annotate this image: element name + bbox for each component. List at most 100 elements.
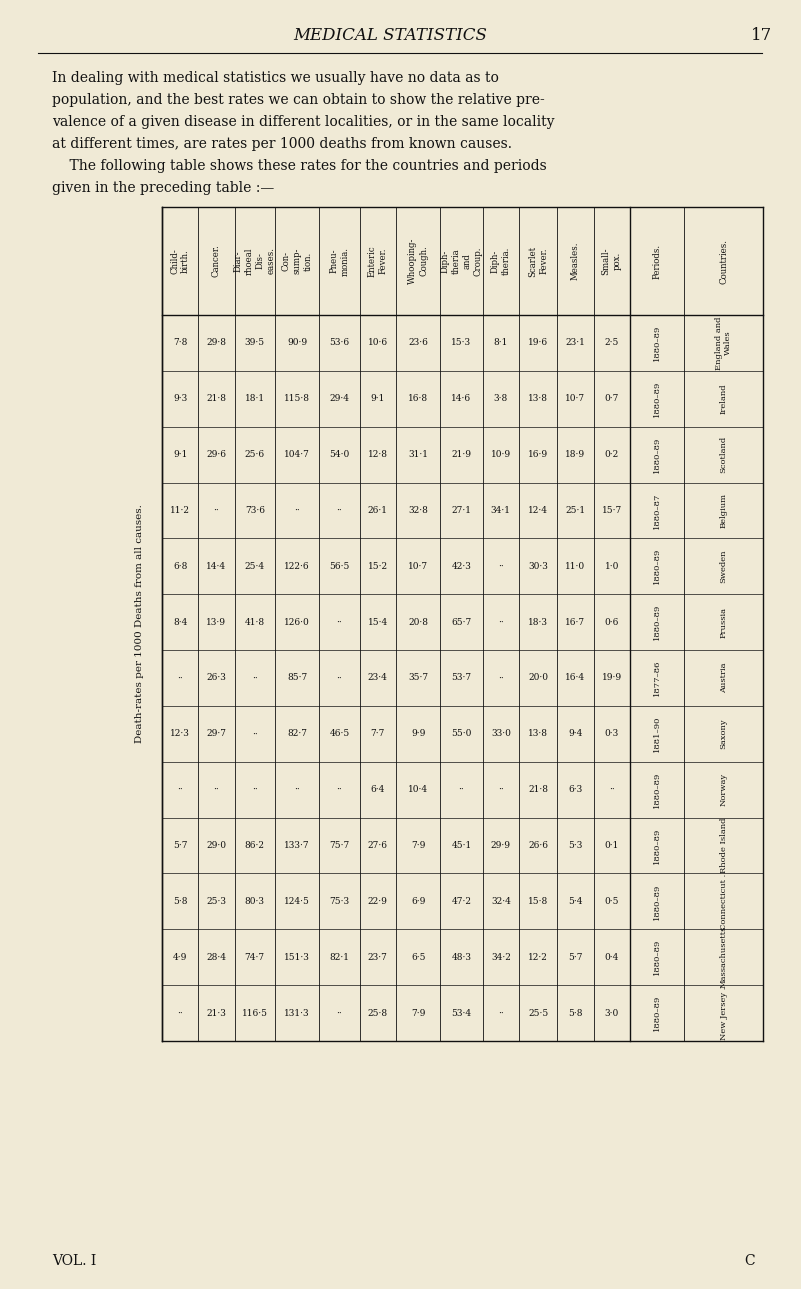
Text: 22·9: 22·9 xyxy=(368,897,388,906)
Text: 0·2: 0·2 xyxy=(605,450,619,459)
Text: In dealing with medical statistics we usually have no data as to: In dealing with medical statistics we us… xyxy=(52,71,499,85)
Text: 12·4: 12·4 xyxy=(528,507,548,516)
Text: 133·7: 133·7 xyxy=(284,840,310,849)
Text: 1880–89: 1880–89 xyxy=(653,883,661,919)
Text: 12·2: 12·2 xyxy=(528,953,548,962)
Text: Austria: Austria xyxy=(719,663,727,693)
Text: 1880–89: 1880–89 xyxy=(653,828,661,864)
Text: VOL. I: VOL. I xyxy=(52,1254,96,1268)
Text: C: C xyxy=(745,1254,755,1268)
Text: 80·3: 80·3 xyxy=(245,897,265,906)
Text: 39·5: 39·5 xyxy=(245,339,265,348)
Text: 15·4: 15·4 xyxy=(368,617,388,626)
Text: 9·9: 9·9 xyxy=(411,730,425,739)
Text: 53·7: 53·7 xyxy=(452,673,472,682)
Text: ··: ·· xyxy=(214,507,219,516)
Text: 20·8: 20·8 xyxy=(409,617,428,626)
Text: 14·6: 14·6 xyxy=(452,394,472,403)
Text: 0·7: 0·7 xyxy=(605,394,619,403)
Text: 7·8: 7·8 xyxy=(173,339,187,348)
Text: Sweden: Sweden xyxy=(719,549,727,583)
Text: Diph-
theria.: Diph- theria. xyxy=(491,246,511,275)
Text: 6·5: 6·5 xyxy=(411,953,425,962)
Text: 1880–89: 1880–89 xyxy=(653,605,661,641)
Text: 9·3: 9·3 xyxy=(173,394,187,403)
Text: 55·0: 55·0 xyxy=(451,730,472,739)
Text: Con-
sump-
tion.: Con- sump- tion. xyxy=(281,247,312,275)
Text: ··: ·· xyxy=(336,673,342,682)
Text: 15·3: 15·3 xyxy=(452,339,472,348)
Text: 1877–86: 1877–86 xyxy=(653,660,661,696)
Text: ··: ·· xyxy=(252,730,258,739)
Text: 23·4: 23·4 xyxy=(368,673,388,682)
Text: Periods.: Periods. xyxy=(653,244,662,278)
Text: population, and the best rates we can obtain to show the relative pre-: population, and the best rates we can ob… xyxy=(52,93,545,107)
Text: 45·1: 45·1 xyxy=(452,840,472,849)
Text: 16·8: 16·8 xyxy=(408,394,429,403)
Text: England and
Wales: England and Wales xyxy=(715,316,732,370)
Text: 16·4: 16·4 xyxy=(566,673,586,682)
Text: 3·8: 3·8 xyxy=(493,394,508,403)
Text: 23·7: 23·7 xyxy=(368,953,388,962)
Text: 34·1: 34·1 xyxy=(491,507,511,516)
Text: 131·3: 131·3 xyxy=(284,1008,310,1017)
Text: ··: ·· xyxy=(214,785,219,794)
Text: 41·8: 41·8 xyxy=(245,617,265,626)
Text: 20·0: 20·0 xyxy=(528,673,548,682)
Text: Scotland: Scotland xyxy=(719,436,727,473)
Text: 25·6: 25·6 xyxy=(245,450,265,459)
Text: 1·0: 1·0 xyxy=(605,562,619,571)
Text: 53·4: 53·4 xyxy=(452,1008,472,1017)
Text: 47·2: 47·2 xyxy=(452,897,472,906)
Text: 6·4: 6·4 xyxy=(371,785,385,794)
Text: 82·1: 82·1 xyxy=(329,953,349,962)
Text: 1880–89: 1880–89 xyxy=(653,325,661,361)
Text: 42·3: 42·3 xyxy=(452,562,472,571)
Text: 35·7: 35·7 xyxy=(408,673,429,682)
Text: 126·0: 126·0 xyxy=(284,617,310,626)
Text: 12·3: 12·3 xyxy=(171,730,190,739)
Text: 19·6: 19·6 xyxy=(528,339,548,348)
Text: Belgium: Belgium xyxy=(719,492,727,528)
Text: 5·4: 5·4 xyxy=(568,897,582,906)
Text: 26·3: 26·3 xyxy=(207,673,227,682)
Text: 82·7: 82·7 xyxy=(287,730,307,739)
Text: 7·7: 7·7 xyxy=(371,730,385,739)
Text: given in the preceding table :—: given in the preceding table :— xyxy=(52,180,274,195)
Text: Enteric
Fever.: Enteric Fever. xyxy=(368,245,388,277)
Text: Norway: Norway xyxy=(719,773,727,806)
Text: ··: ·· xyxy=(294,507,300,516)
Text: 15·7: 15·7 xyxy=(602,507,622,516)
Text: at different times, are rates per 1000 deaths from known causes.: at different times, are rates per 1000 d… xyxy=(52,137,512,151)
Text: 54·0: 54·0 xyxy=(329,450,349,459)
Text: 65·7: 65·7 xyxy=(452,617,472,626)
Text: Massachusetts: Massachusetts xyxy=(719,926,727,989)
Text: ··: ·· xyxy=(177,785,183,794)
Text: 116·5: 116·5 xyxy=(242,1008,268,1017)
Text: 18·9: 18·9 xyxy=(566,450,586,459)
Text: 5·8: 5·8 xyxy=(568,1008,582,1017)
Text: 9·1: 9·1 xyxy=(371,394,385,403)
Text: 9·1: 9·1 xyxy=(173,450,187,459)
Text: ··: ·· xyxy=(609,785,614,794)
Text: Connecticut .: Connecticut . xyxy=(719,873,727,929)
Text: 29·4: 29·4 xyxy=(329,394,349,403)
Text: 5·3: 5·3 xyxy=(568,840,582,849)
Text: 17: 17 xyxy=(751,27,773,45)
Text: ··: ·· xyxy=(498,673,504,682)
Text: 8·1: 8·1 xyxy=(493,339,508,348)
Text: 73·6: 73·6 xyxy=(245,507,265,516)
Text: 1880–89: 1880–89 xyxy=(653,548,661,584)
Text: 29·6: 29·6 xyxy=(207,450,227,459)
Text: 16·7: 16·7 xyxy=(566,617,586,626)
Text: Death-rates per 1000 Deaths from all causes.: Death-rates per 1000 Deaths from all cau… xyxy=(135,504,144,744)
Text: 124·5: 124·5 xyxy=(284,897,310,906)
Text: valence of a given disease in different localities, or in the same locality: valence of a given disease in different … xyxy=(52,115,554,129)
Text: ··: ·· xyxy=(336,785,342,794)
Text: 0·1: 0·1 xyxy=(605,840,619,849)
Text: 15·2: 15·2 xyxy=(368,562,388,571)
Text: ··: ·· xyxy=(294,785,300,794)
Text: ··: ·· xyxy=(498,1008,504,1017)
Text: 23·6: 23·6 xyxy=(409,339,428,348)
Text: 2·5: 2·5 xyxy=(605,339,619,348)
